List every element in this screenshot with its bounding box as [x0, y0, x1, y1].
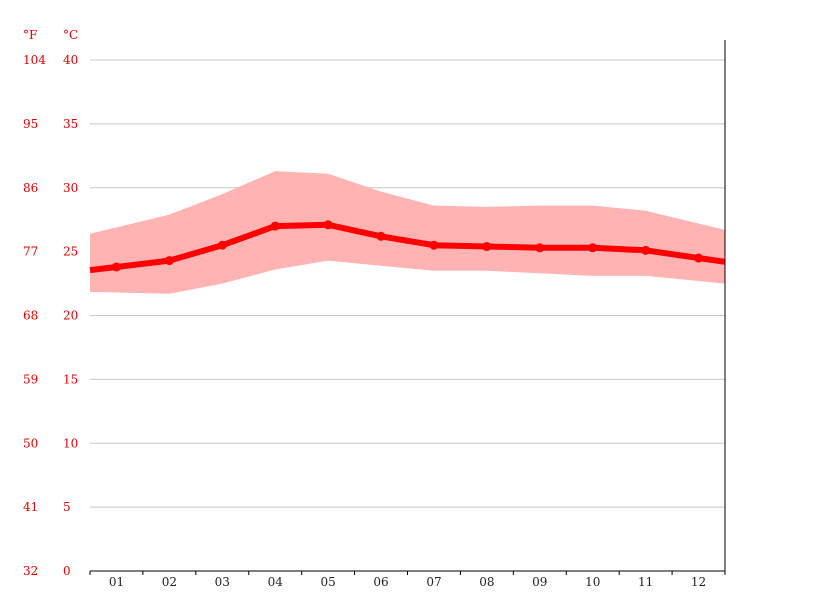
x-tick-label-07: 07 [426, 575, 441, 589]
mean-point-04 [270, 221, 280, 231]
mean-point-08 [482, 242, 492, 252]
mean-point-07 [429, 240, 439, 250]
y-tick-celsius-30: 30 [63, 181, 78, 195]
x-tick-label-05: 05 [320, 575, 335, 589]
y-tick-fahrenheit-68: 68 [23, 309, 38, 323]
x-tick-label-10: 10 [585, 575, 600, 589]
x-tick-label-04: 04 [268, 575, 284, 589]
y-tick-fahrenheit-77: 77 [23, 245, 38, 259]
y-tick-celsius-35: 35 [63, 117, 78, 131]
x-tick-label-11: 11 [638, 575, 653, 589]
y-tick-celsius-0: 0 [63, 564, 71, 578]
x-tick-label-03: 03 [215, 575, 230, 589]
y-tick-celsius-10: 10 [63, 436, 78, 450]
y-tick-celsius-15: 15 [63, 372, 78, 386]
axes [89, 40, 726, 575]
x-tick-label-08: 08 [479, 575, 494, 589]
x-tick-label-01: 01 [109, 575, 124, 589]
mean-point-03 [217, 240, 227, 250]
y-tick-fahrenheit-41: 41 [23, 500, 38, 514]
y-tick-celsius-40: 40 [63, 53, 78, 67]
x-tick-label-02: 02 [162, 575, 177, 589]
mean-point-10 [588, 243, 598, 253]
mean-point-09 [535, 243, 545, 253]
y-tick-fahrenheit-95: 95 [23, 117, 38, 131]
mean-point-11 [641, 245, 651, 255]
mean-point-06 [376, 231, 386, 241]
y-tick-fahrenheit-104: 104 [23, 53, 46, 67]
unit-label-fahrenheit: °F [23, 28, 37, 42]
temperature-range-band [90, 171, 725, 294]
mean-point-02 [164, 256, 174, 266]
x-tick-label-12: 12 [691, 575, 706, 589]
min-max-band [90, 171, 725, 294]
unit-label-celsius: °C [63, 28, 78, 42]
y-tick-fahrenheit-50: 50 [23, 436, 38, 450]
y-tick-celsius-5: 5 [63, 500, 71, 514]
mean-point-12 [694, 253, 704, 263]
y-tick-fahrenheit-32: 32 [23, 564, 38, 578]
mean-point-05 [323, 220, 333, 230]
y-tick-fahrenheit-86: 86 [23, 181, 38, 195]
mean-temperature-series [89, 220, 726, 274]
mean-temperature-line [89, 221, 726, 274]
x-tick-label-06: 06 [373, 575, 388, 589]
mean-point-01 [111, 262, 121, 272]
y-tick-celsius-25: 25 [63, 245, 78, 259]
x-tick-label-09: 09 [532, 575, 547, 589]
y-tick-fahrenheit-59: 59 [23, 372, 38, 386]
y-tick-celsius-20: 20 [63, 309, 78, 323]
